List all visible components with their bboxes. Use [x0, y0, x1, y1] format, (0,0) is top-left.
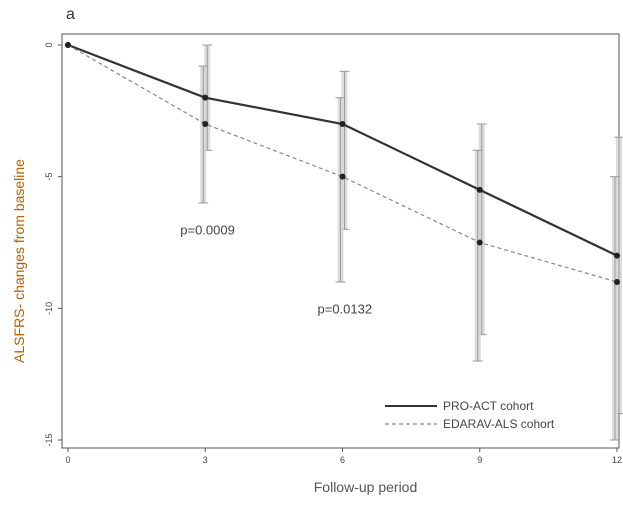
x-tick-label: 9: [477, 455, 482, 465]
legend-label: EDARAV-ALS cohort: [443, 417, 555, 431]
y-tick-label: -5: [44, 173, 54, 181]
annotation-pvalue: p=0.0009: [180, 222, 235, 237]
y-tick-label: -15: [44, 433, 54, 446]
panel-label: a: [66, 6, 75, 23]
y-axis-label: ALSFRS- changes from baseline: [11, 159, 27, 363]
legend-label: PRO-ACT cohort: [443, 399, 534, 413]
data-point: [339, 121, 346, 127]
data-point: [202, 94, 209, 101]
series-line-2: [67, 44, 618, 283]
data-point: [476, 186, 483, 193]
y-tick-label: 0: [44, 42, 54, 47]
y-tick-label: -10: [44, 302, 54, 315]
annotation-pvalue: p=0.0132: [318, 301, 373, 316]
data-point: [65, 42, 71, 48]
data-point: [339, 173, 346, 180]
data-point: [614, 252, 620, 259]
data-point: [202, 121, 209, 127]
x-tick-label: 3: [203, 455, 208, 465]
x-tick-label: 0: [65, 455, 70, 465]
x-tick-label: 12: [612, 455, 622, 465]
x-tick-label: 6: [340, 455, 345, 465]
x-axis-label: Follow-up period: [314, 479, 418, 495]
data-point: [476, 239, 483, 246]
data-point: [614, 279, 620, 285]
